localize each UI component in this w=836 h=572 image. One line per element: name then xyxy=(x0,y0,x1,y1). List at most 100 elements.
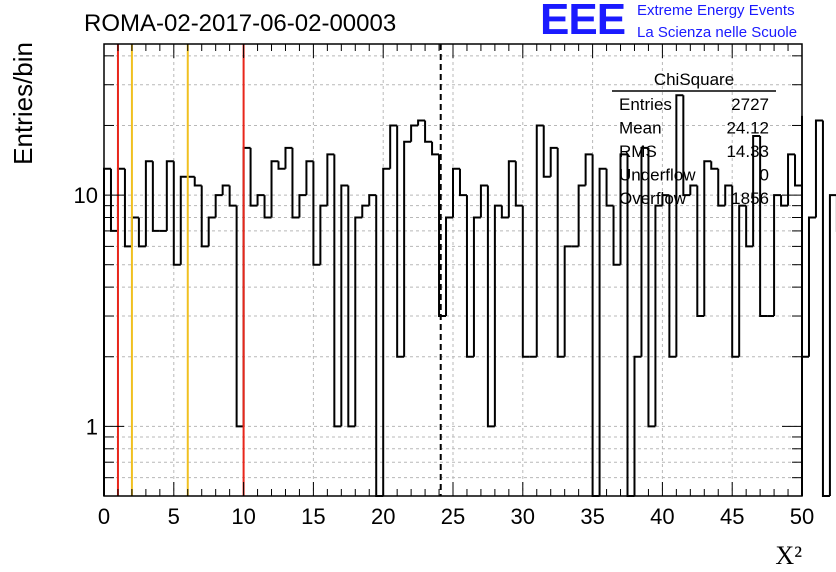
histogram-bin xyxy=(452,167,460,218)
histogram-bin xyxy=(675,94,684,357)
histogram-bin xyxy=(200,185,209,248)
histogram-bin xyxy=(605,168,614,207)
histogram-bin xyxy=(179,175,188,265)
histogram-bin xyxy=(130,216,139,247)
histogram-bin xyxy=(556,147,565,358)
histogram-bin xyxy=(563,245,572,357)
histogram-bin xyxy=(340,184,349,427)
histogram-bin xyxy=(277,161,286,170)
brand-line-1: Extreme Energy Events xyxy=(637,2,795,19)
histogram-bin xyxy=(661,194,670,206)
histogram-bin xyxy=(438,154,447,318)
histogram-bin xyxy=(703,160,712,317)
histogram-bin xyxy=(612,205,621,266)
histogram-bin xyxy=(123,168,132,248)
histogram-bin xyxy=(535,124,544,357)
histogram-bin xyxy=(256,194,265,206)
x-tick-label: 15 xyxy=(301,504,325,529)
histogram-bin xyxy=(710,161,719,170)
histogram-bin xyxy=(682,95,691,197)
histogram-bin xyxy=(291,147,300,219)
histogram-bin xyxy=(794,154,802,187)
stats-value: 2727 xyxy=(731,95,769,114)
y-tick-label: 10 xyxy=(74,183,98,208)
histogram-bin xyxy=(640,146,649,357)
x-tick-label: 10 xyxy=(231,504,255,529)
histogram-bin xyxy=(717,168,726,207)
histogram-bin xyxy=(417,119,426,126)
histogram-bin xyxy=(584,153,593,186)
histogram-bin xyxy=(207,216,216,247)
histogram-bin xyxy=(493,204,502,427)
histogram-bin xyxy=(549,146,558,177)
histogram-bin xyxy=(514,161,523,207)
histogram-bin xyxy=(500,205,509,219)
histogram-bin xyxy=(633,355,642,496)
stats-title: ChiSquare xyxy=(654,70,734,89)
histogram-bin xyxy=(403,140,412,357)
x-tick-label: 35 xyxy=(580,504,604,529)
histogram-bin xyxy=(472,216,481,357)
histogram-bin xyxy=(759,136,768,318)
histogram-bin xyxy=(312,161,321,266)
stats-value: 14.33 xyxy=(726,142,769,161)
x-tick-label: 25 xyxy=(441,504,465,529)
histogram-bin xyxy=(249,147,258,207)
histogram-bin xyxy=(465,195,474,358)
x-tick-label: 5 xyxy=(168,504,180,529)
histogram-bin xyxy=(542,125,551,178)
stats-box: ChiSquare Entries 2727 Mean 24.12 RMS 14.33 Und… xyxy=(612,70,776,208)
x-tick-label: 40 xyxy=(650,504,674,529)
histogram-bin xyxy=(821,120,830,497)
histogram-bin xyxy=(172,161,181,266)
histogram-bin xyxy=(801,185,809,358)
histogram-bin xyxy=(807,216,816,357)
stats-label: Overflow xyxy=(619,189,687,208)
histogram-bin xyxy=(221,184,230,196)
histogram-bin xyxy=(144,160,153,247)
histogram-bin xyxy=(654,204,663,427)
histogram-bin xyxy=(375,195,384,497)
histogram-bin xyxy=(445,216,453,317)
x-tick-label: 0 xyxy=(98,504,110,529)
histogram-bin xyxy=(263,195,272,219)
histogram-bin xyxy=(326,153,335,206)
histogram-bin xyxy=(486,185,495,428)
histogram-bin xyxy=(389,124,398,169)
stats-label: Underflow xyxy=(619,166,696,185)
histogram-bin xyxy=(773,194,782,317)
histogram-bin xyxy=(347,185,356,428)
stats-value: 1856 xyxy=(731,189,769,208)
x-tick-label: 45 xyxy=(720,504,744,529)
histogram-bin xyxy=(396,125,405,358)
histogram-bin xyxy=(410,124,419,142)
chart-title: ROMA-02-2017-06-02-00003 xyxy=(84,10,397,37)
histogram-bin xyxy=(780,195,789,207)
y-tick-label: 1 xyxy=(86,414,98,439)
histogram-bin xyxy=(647,147,656,428)
histogram-bin xyxy=(598,167,607,496)
x-tick-label: 30 xyxy=(511,504,535,529)
histogram-bin xyxy=(151,161,160,232)
histogram-bin xyxy=(521,205,530,358)
histogram-bin xyxy=(319,204,328,265)
axis-labels: 0 5 10 15 20 25 30 35 40 45 50 1 10 X² Entries/bin xyxy=(8,42,814,570)
histogram-bin xyxy=(828,194,836,496)
histogram-bin xyxy=(228,185,237,207)
histogram-bin xyxy=(116,167,125,231)
stats-label: Entries xyxy=(619,95,672,114)
x-tick-label: 20 xyxy=(371,504,395,529)
stats-label: RMS xyxy=(619,142,657,161)
histogram-bin xyxy=(731,185,740,358)
histogram-bin xyxy=(738,204,747,357)
histogram-bin xyxy=(479,184,488,218)
histogram-bin xyxy=(696,185,705,318)
histogram-bin xyxy=(235,205,244,428)
histogram-bin xyxy=(577,184,586,247)
threshold-lines xyxy=(116,44,442,496)
histogram-bin xyxy=(214,194,223,218)
histogram-bin xyxy=(368,194,377,206)
histogram-bin xyxy=(745,205,754,248)
histogram-bin xyxy=(284,146,293,169)
